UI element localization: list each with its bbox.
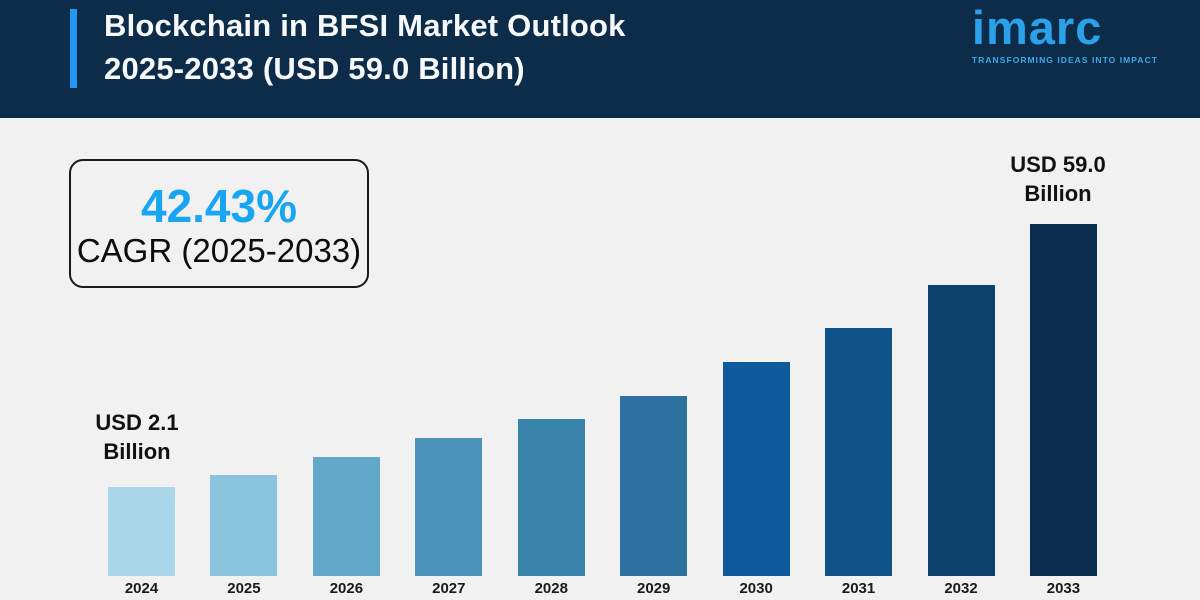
cagr-value: 42.43% [140,179,297,232]
bar-column-2025: 2025 [210,475,278,597]
page-title-line1: Blockchain in BFSI Market Outlook [104,8,626,43]
bar-2031 [825,328,893,576]
page-title-line2: 2025-2033 (USD 59.0 Billion) [104,51,525,86]
cagr-label: CAGR (2025-2033) [76,231,362,269]
header-band: Blockchain in BFSI Market Outlook 2025-2… [0,0,1200,118]
x-axis-label-2027: 2027 [432,580,466,597]
imarc-logo-tagline: TRANSFORMING IDEAS INTO IMPACT [971,55,1158,65]
x-axis-label-2030: 2030 [739,580,773,597]
bar-2032 [927,285,995,576]
start-value-line1: USD 2.1 [95,410,179,435]
x-axis-label-2025: 2025 [227,580,261,597]
imarc-logo-wordmark: imarc [971,1,1103,54]
start-value-label: USD 2.1 Billion [57,408,217,466]
bar-column-2031: 2031 [825,328,893,597]
x-axis-label-2029: 2029 [637,580,671,597]
bar-column-2026: 2026 [312,457,380,597]
bar-2028 [517,419,585,576]
page-title: Blockchain in BFSI Market Outlook 2025-2… [104,4,626,90]
x-axis-label-2028: 2028 [534,580,568,597]
bar-column-2029: 2029 [620,396,688,597]
x-axis-label-2031: 2031 [841,580,876,597]
bar-column-2033: 2033 [1029,224,1097,597]
bar-chart: 2024 2025 2026 2027 2028 2029 2030 2031 2032 2033 [108,224,1097,597]
bar-2033 [1029,224,1097,576]
bar-2025 [210,475,278,576]
end-value-line1: USD 59.0 [1010,152,1106,177]
x-axis-label-2024: 2024 [124,580,159,597]
bar-column-2032: 2032 [927,285,995,597]
end-value-label: USD 59.0 Billion [978,150,1138,208]
bar-2024 [108,487,175,576]
bar-column-2027: 2027 [415,438,483,597]
bar-column-2024: 2024 [108,487,175,597]
bar-2027 [415,438,483,576]
bar-column-2030: 2030 [722,362,790,597]
title-accent-bar [70,9,77,88]
x-axis-label-2033: 2033 [1046,580,1081,597]
cagr-callout-box: 42.43% CAGR (2025-2033) [69,159,369,288]
start-value-line2: Billion [103,439,171,464]
imarc-logo: imarc TRANSFORMING IDEAS INTO IMPACT [971,1,1158,66]
bar-2029 [620,396,688,576]
x-axis-label-2032: 2032 [944,580,978,597]
bar-2026 [312,457,380,576]
x-axis-label-2026: 2026 [329,580,364,597]
bar-2030 [722,362,790,576]
bar-column-2028: 2028 [517,419,585,597]
end-value-line2: Billion [1024,181,1092,206]
